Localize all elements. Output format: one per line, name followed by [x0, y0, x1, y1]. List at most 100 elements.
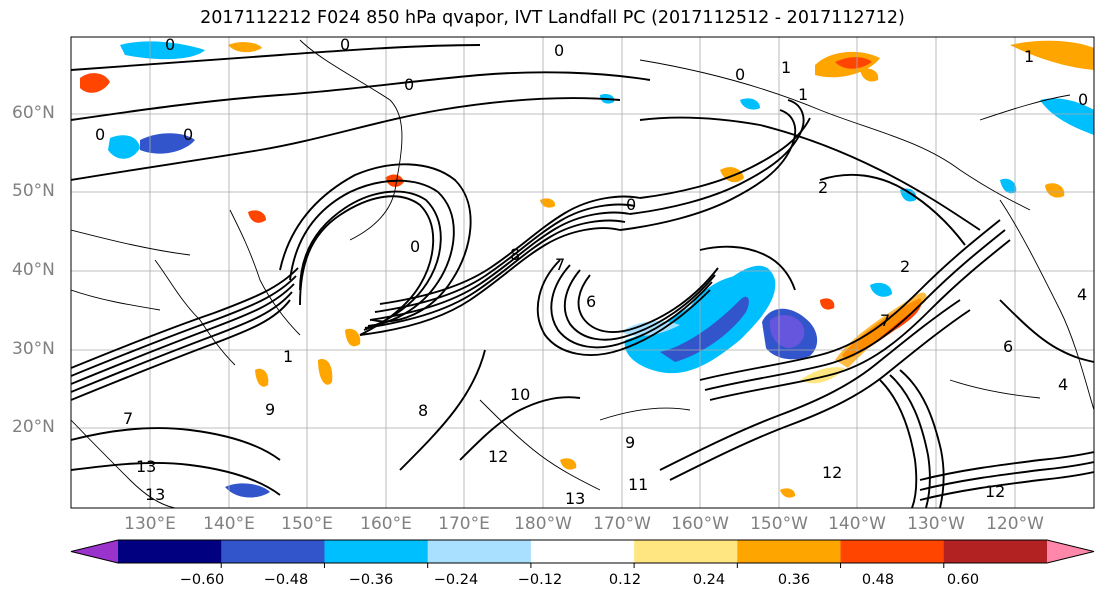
map-frame — [70, 36, 1095, 509]
contour-label: 0 — [165, 35, 175, 54]
contour-label: 6 — [586, 292, 596, 311]
colorbar-tick-label: −0.60 — [179, 572, 225, 588]
contour-label: 0 — [404, 75, 414, 94]
contour-label: 7 — [880, 311, 890, 330]
contour-label: 13 — [565, 489, 585, 508]
contour-label: 0 — [95, 125, 105, 144]
shading-scatter-14 — [780, 488, 796, 498]
shading-scatter-3 — [318, 358, 333, 385]
lat-label-40n: 40°N — [12, 260, 55, 280]
lon-label-140e: 140°E — [203, 514, 255, 534]
shading-nw-blue-1 — [120, 41, 205, 60]
colorbar-tick-label: −0.24 — [433, 572, 479, 588]
lon-label-160w: 160°W — [671, 514, 729, 534]
graticule — [71, 37, 1094, 508]
coastlines — [71, 39, 1094, 508]
lat-label-30n: 30°N — [12, 339, 55, 359]
shading-negative-dark — [660, 296, 749, 362]
shading-nw-orange — [80, 73, 110, 93]
contour-label: 0 — [554, 41, 564, 60]
colorbar-tick-label: −0.12 — [517, 572, 563, 588]
shading-nw-blue-2 — [140, 133, 195, 154]
contour-label: 12 — [822, 463, 842, 482]
contour-label: 9 — [625, 433, 635, 452]
map-plot-area — [71, 37, 1094, 508]
colorbar-tick-label: 0.60 — [946, 572, 980, 588]
lon-label-140w: 140°W — [828, 514, 886, 534]
thin-contours — [71, 94, 1071, 491]
contour-label: 13 — [136, 457, 156, 476]
contour-label: 12 — [488, 447, 508, 466]
lon-label-130w: 130°W — [907, 514, 965, 534]
shading-nw-orange-2 — [228, 42, 262, 53]
shading-scatter-8 — [540, 198, 556, 208]
contour-label: 1 — [798, 85, 808, 104]
lon-label-150w: 150°W — [750, 514, 808, 534]
contour-label: 8 — [418, 401, 428, 420]
contour-label: 12 — [985, 482, 1005, 501]
shading-scatter-15 — [560, 458, 577, 470]
lat-label-20n: 20°N — [12, 417, 55, 437]
contour-label: 0 — [340, 35, 350, 54]
shading-scatter-11 — [1000, 178, 1017, 194]
contour-label: 10 — [510, 385, 530, 404]
lon-label-130e: 130°E — [124, 514, 176, 534]
shading-negative-lightblue — [620, 320, 680, 336]
shading-negative-blue-2 — [769, 315, 805, 348]
colorbar-tick-label: 0.48 — [861, 572, 895, 588]
shading-scatter-6 — [225, 483, 270, 498]
contour-label: 0 — [183, 125, 193, 144]
contour-lines — [71, 44, 1094, 508]
lon-label-180w: 180°W — [514, 514, 572, 534]
shading-ne-blue — [1040, 98, 1094, 135]
colorbar-tick-label: −0.36 — [348, 572, 394, 588]
contour-label: 4 — [1058, 375, 1068, 394]
contour-label: 13 — [145, 485, 165, 504]
contour-label: 2 — [818, 178, 828, 197]
shading-ne-red — [835, 57, 872, 69]
shading-negative-blue-3 — [688, 275, 740, 310]
lon-label-150e: 150°E — [281, 514, 333, 534]
shading-scatter-16 — [860, 68, 879, 82]
contour-label: 1 — [1024, 47, 1034, 66]
contour-label-layer: 0 0 0 0 0 0 0 0 0 0 1 1 1 1 2 2 4 4 6 6 … — [95, 0, 1105, 508]
shading-scatter-2 — [248, 210, 266, 223]
contour-label: 11 — [628, 475, 648, 494]
contour-label: 7 — [1098, 0, 1105, 4]
colorbar-tick-label: 0.12 — [608, 572, 642, 588]
contour-label: 8 — [510, 245, 520, 264]
shading-scatter-5 — [255, 368, 269, 387]
shading-positive-orange — [835, 292, 927, 368]
contour-label: 0 — [735, 65, 745, 84]
contour-label: 7 — [555, 255, 565, 274]
lon-label-160e: 160°E — [360, 514, 412, 534]
shading-nw-blue-3 — [108, 135, 140, 159]
contour-label: 1 — [781, 58, 791, 77]
shading-scatter-12 — [1045, 183, 1065, 198]
contour-label: 1 — [283, 347, 293, 366]
contour-label: 9 — [265, 400, 275, 419]
contour-label: 0 — [626, 195, 636, 214]
colorbar-tick-label: 0.24 — [692, 572, 726, 588]
shading-scatter-4 — [345, 328, 361, 347]
colorbar-tick-label: −0.48 — [263, 572, 309, 588]
colorbar-tick-label: 0.36 — [777, 572, 811, 588]
page-title: 2017112212 F024 850 hPa qvapor, IVT Land… — [200, 8, 905, 28]
shading-scatter-9 — [820, 298, 835, 310]
shading-layer — [80, 40, 1094, 498]
shading-scatter-17 — [740, 98, 760, 110]
contour-label: 4 — [1077, 285, 1087, 304]
lon-label-170w: 170°W — [593, 514, 651, 534]
contour-label: 0 — [410, 237, 420, 256]
lon-label-120w: 120°W — [986, 514, 1044, 534]
contour-label: 6 — [1003, 337, 1013, 356]
shading-scatter-10 — [870, 282, 892, 297]
shading-ne-corner-orange — [1010, 40, 1094, 70]
lat-label-60n: 60°N — [12, 103, 55, 123]
contour-label: 0 — [1078, 90, 1088, 109]
lon-label-170e: 170°E — [438, 514, 490, 534]
lat-label-50n: 50°N — [12, 181, 55, 201]
contour-label: 2 — [900, 257, 910, 276]
contour-label: 7 — [123, 409, 133, 428]
